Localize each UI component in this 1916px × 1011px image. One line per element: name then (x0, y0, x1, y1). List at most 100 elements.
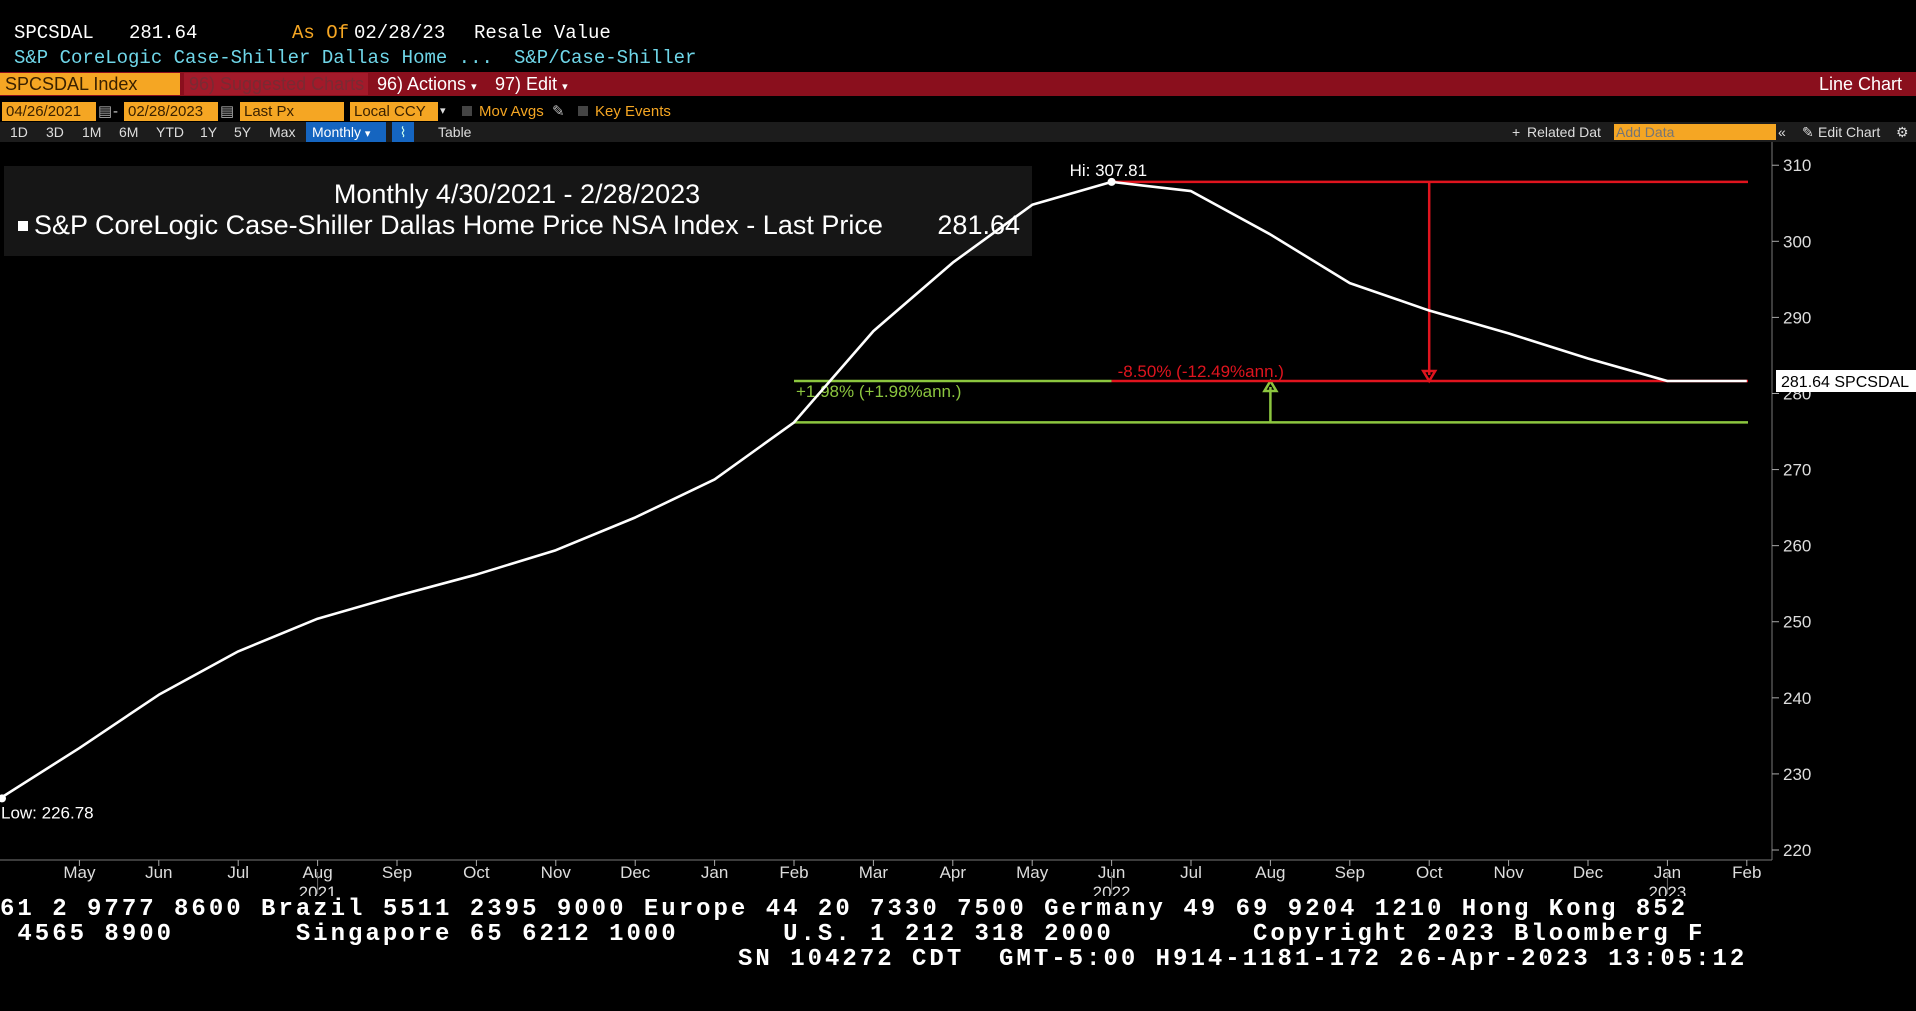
extreme-markers: Hi: 307.81 Low: 226.78 (0, 161, 1148, 822)
period-5y[interactable]: 5Y (234, 124, 252, 140)
calendar-icon[interactable]: ▤ (98, 103, 113, 120)
frequency-select[interactable]: Monthly ▾ (306, 122, 386, 142)
red-arrow-head (1420, 369, 1438, 384)
ticker-symbol: SPCSDAL (14, 22, 94, 44)
legend-box (4, 166, 1032, 256)
last-price-tag-label: 281.64 SPCSDAL (1781, 374, 1909, 391)
add-data-input[interactable] (1614, 124, 1776, 140)
as-of-label: As Of (292, 22, 350, 44)
y-tick-label: 230 (1783, 765, 1811, 784)
high-label: Hi: 307.81 (1070, 161, 1148, 180)
actions-menu[interactable]: 96) Actions ▾ (372, 73, 486, 95)
y-tick-label: 220 (1783, 841, 1811, 860)
currency-select[interactable]: Local CCY (350, 102, 438, 121)
period-1d[interactable]: 1D (10, 124, 28, 140)
ticker-line-1: 61 2 9777 8600 Brazil 5511 2395 9000 Eur… (0, 896, 1689, 923)
x-tick-label: Feb (779, 863, 808, 882)
as-of-date: 02/28/23 (354, 22, 446, 44)
x-tick-label: Dec (620, 863, 651, 882)
low-point-marker (0, 794, 6, 803)
high-point-marker (1107, 177, 1116, 186)
legend-swatch (18, 221, 28, 231)
x-year-label: 2021 (299, 883, 337, 896)
ticker-line-3: SN 104272 CDT GMT-5:00 H914-1181-172 26-… (738, 946, 1748, 973)
ticker-line-2: 4565 8900 Singapore 65 6212 1000 U.S. 1 … (0, 921, 1706, 948)
chevron-down-icon: ▾ (562, 81, 568, 93)
pencil-icon[interactable]: ✎ (552, 103, 565, 120)
period-ytd[interactable]: YTD (156, 124, 184, 140)
key-events-checkbox[interactable] (578, 106, 588, 116)
x-tick-label: Jul (227, 863, 249, 882)
x-tick-label: Feb (1732, 863, 1761, 882)
security-name: S&P CoreLogic Case-Shiller Dallas Home .… (14, 47, 493, 69)
y-tick-label: 260 (1783, 537, 1811, 556)
collapse-icon[interactable]: « (1778, 124, 1786, 140)
y-tick-label: 290 (1783, 308, 1811, 327)
green-arrow-head (1262, 378, 1279, 393)
period-1y[interactable]: 1Y (200, 124, 218, 140)
field-select[interactable]: Last Px (240, 102, 344, 121)
key-events-label: Key Events (595, 103, 671, 120)
mov-avgs-label: Mov Avgs (479, 103, 544, 120)
last-price-tag (1776, 370, 1916, 392)
related-data-button[interactable]: Related Dat (1527, 124, 1601, 140)
y-tick-label: 310 (1783, 156, 1811, 175)
low-label: Low: 226.78 (1, 803, 94, 822)
x-axis: May Jun Jul Aug Sep Oct Nov Dec Jan Feb Mar Apr May J… (63, 860, 1761, 896)
chevron-down-icon[interactable]: ▾ (440, 105, 446, 117)
x-tick-label: Aug (1255, 863, 1285, 882)
period-6m[interactable]: 6M (119, 124, 139, 140)
x-tick-label: Oct (463, 863, 490, 882)
chevron-down-icon: ▾ (364, 128, 371, 140)
legend-series-name: S&P CoreLogic Case-Shiller Dallas Home P… (34, 210, 883, 240)
function-toolbar: SPCSDAL Index 96) Suggested Charts 96) A… (0, 72, 1916, 96)
calendar-icon[interactable]: ▤ (220, 103, 235, 120)
value-type: Resale Value (474, 22, 611, 44)
table-button[interactable]: Table (438, 124, 472, 140)
pencil-icon[interactable]: ✎ (1802, 124, 1814, 140)
x-tick-label: Dec (1573, 863, 1604, 882)
frequency-label: Monthly (312, 124, 362, 140)
mov-avgs-checkbox[interactable] (462, 106, 472, 116)
x-tick-label: Sep (1335, 863, 1365, 882)
chart-settings-row: 04/26/2021 ▤ - 02/28/2023 ▤ Last Px Loca… (0, 101, 1916, 122)
gear-icon[interactable]: ⚙ (1896, 124, 1909, 140)
period-toolbar: 1D 3D 1M 6M YTD 1Y 5Y Max Monthly ▾ ⌇ Ta… (0, 122, 1916, 142)
date-separator: - (113, 103, 118, 120)
x-tick-label: Oct (1416, 863, 1443, 882)
security-field[interactable]: SPCSDAL Index (0, 73, 180, 95)
chart-title: Monthly 4/30/2021 - 2/28/2023 (334, 179, 700, 209)
line-chart-icon[interactable]: ⌇ (392, 122, 414, 142)
period-3d[interactable]: 3D (46, 124, 64, 140)
edit-menu[interactable]: 97) Edit ▾ (490, 73, 574, 95)
period-max[interactable]: Max (269, 124, 296, 140)
edit-chart-button[interactable]: Edit Chart (1818, 124, 1881, 140)
data-source: S&P/Case-Shiller (514, 47, 697, 69)
annotations: +1.98% (+1.98%ann.) -8.50% (-12.49%ann.) 2… (794, 180, 1916, 424)
legend-last-value: 281.64 (937, 210, 1020, 240)
period-1m[interactable]: 1M (82, 124, 102, 140)
y-tick-label: 300 (1783, 232, 1811, 251)
y-tick-label: 270 (1783, 461, 1811, 480)
plus-icon[interactable]: + (1512, 124, 1521, 140)
x-tick-label: Jul (1180, 863, 1202, 882)
x-tick-label: May (63, 863, 96, 882)
x-tick-label: Jan (701, 863, 728, 882)
red-change-label: -8.50% (-12.49%ann.) (1118, 362, 1284, 381)
green-change-label: +1.98% (+1.98%ann.) (796, 382, 961, 401)
suggested-charts-button[interactable]: 96) Suggested Charts (184, 73, 368, 95)
end-date-field[interactable]: 02/28/2023 (124, 102, 218, 121)
x-tick-label: Apr (940, 863, 967, 882)
chart-type-label[interactable]: Line Chart (1818, 74, 1902, 94)
x-tick-label: May (1016, 863, 1049, 882)
x-tick-label: Sep (382, 863, 412, 882)
edit-label: 97) Edit (495, 74, 558, 94)
start-date-field[interactable]: 04/26/2021 (2, 102, 96, 121)
y-tick-label: 250 (1783, 613, 1811, 632)
chevron-down-icon: ▾ (471, 81, 477, 93)
last-price: 281.64 (129, 22, 198, 44)
actions-label: 96) Actions (377, 74, 467, 94)
x-tick-label: Mar (859, 863, 889, 882)
x-year-label: 2023 (1648, 883, 1686, 896)
